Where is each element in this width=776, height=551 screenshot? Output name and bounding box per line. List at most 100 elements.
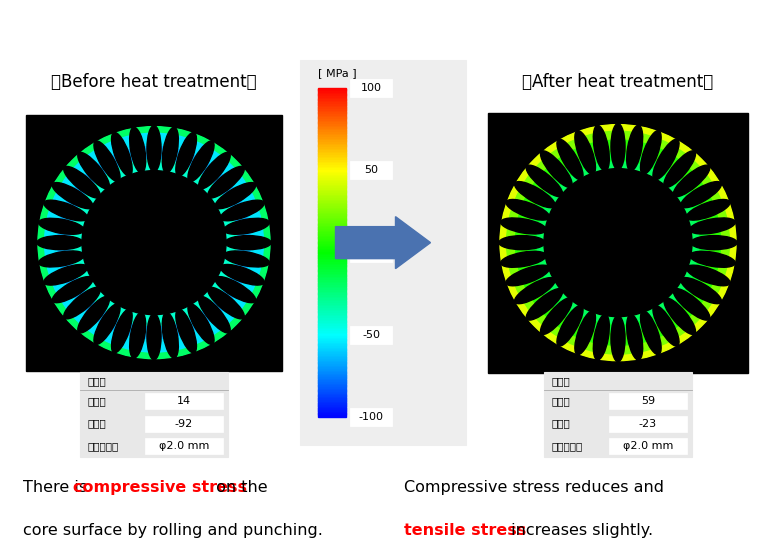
- Bar: [318, 270, 346, 272]
- Ellipse shape: [77, 165, 231, 320]
- Ellipse shape: [640, 131, 661, 174]
- Ellipse shape: [39, 127, 269, 358]
- Bar: [318, 344, 346, 347]
- Bar: [318, 262, 346, 264]
- Bar: [318, 277, 346, 279]
- Bar: [318, 291, 346, 294]
- Ellipse shape: [543, 168, 692, 317]
- Ellipse shape: [511, 136, 725, 350]
- Ellipse shape: [68, 156, 241, 329]
- Ellipse shape: [513, 137, 723, 348]
- Ellipse shape: [53, 142, 255, 344]
- Ellipse shape: [52, 141, 256, 344]
- Ellipse shape: [71, 160, 237, 326]
- Text: compressive stress: compressive stress: [73, 480, 247, 495]
- Ellipse shape: [681, 182, 722, 208]
- Bar: [318, 412, 346, 414]
- Bar: [318, 318, 346, 320]
- Bar: [318, 374, 346, 376]
- Ellipse shape: [47, 136, 261, 349]
- Ellipse shape: [43, 200, 88, 221]
- Bar: [318, 353, 346, 355]
- Ellipse shape: [64, 166, 100, 198]
- Ellipse shape: [130, 127, 146, 173]
- Ellipse shape: [37, 236, 83, 250]
- Bar: [318, 282, 346, 284]
- Bar: [488, 112, 748, 372]
- Ellipse shape: [525, 149, 712, 337]
- Text: 100: 100: [361, 83, 382, 93]
- Bar: [318, 247, 346, 250]
- Ellipse shape: [51, 140, 257, 345]
- Bar: [318, 298, 346, 300]
- Ellipse shape: [48, 137, 259, 348]
- Text: Compressive stress reduces and: Compressive stress reduces and: [404, 480, 663, 495]
- Ellipse shape: [58, 147, 250, 338]
- Ellipse shape: [532, 156, 704, 329]
- Bar: [609, 438, 687, 454]
- Bar: [318, 259, 346, 261]
- Ellipse shape: [199, 296, 230, 333]
- Ellipse shape: [199, 153, 230, 189]
- Ellipse shape: [54, 143, 254, 342]
- Bar: [318, 178, 346, 180]
- Bar: [318, 88, 346, 90]
- Ellipse shape: [76, 165, 232, 321]
- Ellipse shape: [64, 153, 244, 333]
- Bar: [318, 132, 346, 134]
- Bar: [350, 161, 392, 180]
- Bar: [318, 96, 346, 98]
- Bar: [26, 115, 282, 371]
- Ellipse shape: [511, 136, 725, 349]
- Ellipse shape: [74, 163, 234, 323]
- Bar: [318, 147, 346, 149]
- Ellipse shape: [541, 165, 695, 320]
- Bar: [318, 99, 346, 101]
- Ellipse shape: [38, 127, 270, 359]
- Bar: [318, 218, 346, 220]
- Ellipse shape: [534, 158, 702, 327]
- Bar: [318, 93, 346, 95]
- Bar: [350, 326, 392, 344]
- Bar: [318, 141, 346, 143]
- Ellipse shape: [526, 289, 563, 320]
- Ellipse shape: [611, 316, 625, 362]
- Bar: [318, 388, 346, 391]
- Bar: [318, 127, 346, 129]
- Ellipse shape: [39, 128, 269, 358]
- Bar: [318, 234, 346, 236]
- Bar: [318, 246, 346, 248]
- Ellipse shape: [69, 158, 239, 327]
- Ellipse shape: [71, 159, 237, 326]
- Ellipse shape: [575, 311, 595, 355]
- Ellipse shape: [504, 129, 732, 356]
- Bar: [318, 413, 346, 415]
- Bar: [318, 323, 346, 325]
- Ellipse shape: [691, 236, 737, 250]
- Bar: [318, 199, 346, 202]
- Bar: [318, 134, 346, 136]
- Ellipse shape: [503, 127, 733, 358]
- Bar: [318, 334, 346, 337]
- Bar: [318, 204, 346, 207]
- Ellipse shape: [215, 277, 256, 302]
- Ellipse shape: [508, 132, 729, 354]
- Bar: [318, 296, 346, 299]
- Ellipse shape: [544, 169, 692, 317]
- Bar: [318, 121, 346, 123]
- Ellipse shape: [690, 218, 736, 234]
- Bar: [318, 237, 346, 240]
- Ellipse shape: [43, 132, 265, 353]
- Ellipse shape: [510, 134, 726, 351]
- Ellipse shape: [531, 155, 705, 330]
- Ellipse shape: [57, 146, 251, 339]
- Ellipse shape: [540, 165, 696, 321]
- Ellipse shape: [611, 123, 625, 170]
- Ellipse shape: [511, 135, 726, 350]
- Ellipse shape: [520, 144, 716, 341]
- Ellipse shape: [78, 168, 229, 318]
- Bar: [318, 101, 346, 103]
- Bar: [318, 116, 346, 118]
- Bar: [318, 102, 346, 105]
- Ellipse shape: [49, 138, 259, 348]
